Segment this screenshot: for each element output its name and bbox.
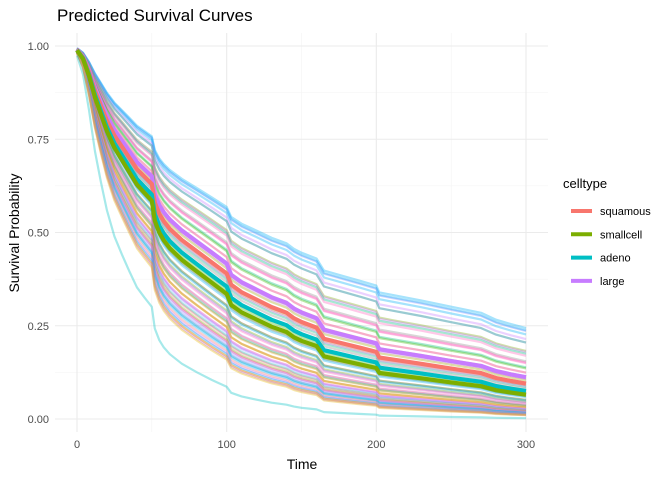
group-curves [75, 48, 527, 397]
y-axis-ticks: 0.00 0.25 0.50 0.75 1.00 [28, 41, 49, 426]
individual-survival-curve [75, 52, 527, 416]
x-tick-label: 0 [74, 439, 80, 451]
individual-survival-curve [76, 52, 527, 414]
individual-survival-curve [76, 50, 527, 409]
individual-survival-curve [76, 47, 527, 333]
individual-survival-curve [75, 52, 527, 417]
individual-survival-curve [75, 52, 527, 416]
individual-survival-curve [76, 50, 527, 409]
curve-large [75, 48, 527, 380]
individual-survival-curve [76, 48, 527, 369]
legend-label-large: large [600, 276, 624, 288]
y-tick-label: 0.25 [28, 321, 49, 333]
y-tick-label: 0.75 [28, 134, 49, 146]
individual-survival-curve [76, 47, 527, 330]
x-axis-ticks: 0 100 200 300 [74, 439, 535, 451]
individual-survival-curve [75, 52, 527, 416]
individual-survival-curve [76, 50, 527, 402]
x-tick-label: 200 [367, 439, 385, 451]
curve-adeno [75, 48, 527, 394]
individual-survival-curve [76, 47, 527, 341]
individual-survival-curve [76, 47, 527, 353]
legend-label-adeno: adeno [600, 253, 631, 265]
individual-survival-curve [75, 55, 527, 420]
y-tick-label: 1.00 [28, 41, 49, 53]
individual-survival-curve [76, 51, 527, 411]
individual-survival-curve [76, 47, 527, 344]
individual-survival-curve [76, 47, 527, 332]
individual-survival-curve [76, 48, 527, 374]
y-tick-label: 0.50 [28, 228, 49, 240]
individual-survival-curve [76, 50, 527, 405]
curve-squamous [75, 48, 527, 386]
individual-survival-curve [75, 52, 527, 415]
chart-title: Predicted Survival Curves [57, 6, 253, 25]
individual-survival-curve [76, 48, 527, 357]
individual-survival-curve [76, 52, 527, 415]
curve-smallcell [75, 49, 527, 397]
individual-survival-curve [76, 48, 527, 364]
individual-survival-curve [76, 51, 527, 412]
individual-survival-curve [76, 48, 527, 363]
individual-survival-curve [76, 47, 527, 344]
individual-survival-curve [76, 50, 527, 406]
individual-survival-curve [76, 51, 527, 412]
x-tick-label: 300 [517, 439, 535, 451]
individual-survival-curve [76, 48, 527, 365]
individual-survival-curve [76, 47, 527, 336]
individual-survival-curve [76, 48, 527, 374]
individual-survival-curve [76, 48, 527, 370]
individual-survival-curve [76, 51, 527, 411]
y-axis-title: Survival Probability [6, 173, 22, 292]
individual-survival-curve [76, 47, 527, 355]
individual-survival-curve [76, 51, 527, 413]
individual-survival-curve [76, 51, 527, 414]
individual-survival-curve [75, 52, 527, 416]
individual-survival-curve [75, 52, 527, 417]
y-tick-label: 0.00 [28, 414, 49, 426]
individual-survival-curve [76, 50, 527, 407]
individual-survival-curve [76, 51, 527, 414]
individual-survival-curve [76, 51, 527, 413]
individual-survival-curve [76, 50, 527, 401]
x-axis-title: Time [287, 456, 318, 472]
individual-survival-curve [76, 50, 527, 404]
individual-survival-curve [76, 47, 527, 354]
legend-label-squamous: squamous [600, 206, 651, 218]
x-tick-label: 100 [217, 439, 235, 451]
individual-survival-curve [76, 50, 527, 404]
individual-survival-curve [76, 50, 527, 408]
individual-survival-curve [76, 50, 527, 407]
individual-survival-curve [76, 50, 527, 401]
legend-label-smallcell: smallcell [600, 229, 642, 241]
individual-survival-curve [76, 51, 527, 413]
legend-title: celltype [563, 176, 607, 191]
legend: celltype squamous smallcell adeno large [563, 176, 651, 288]
individual-survival-curve [76, 51, 527, 410]
